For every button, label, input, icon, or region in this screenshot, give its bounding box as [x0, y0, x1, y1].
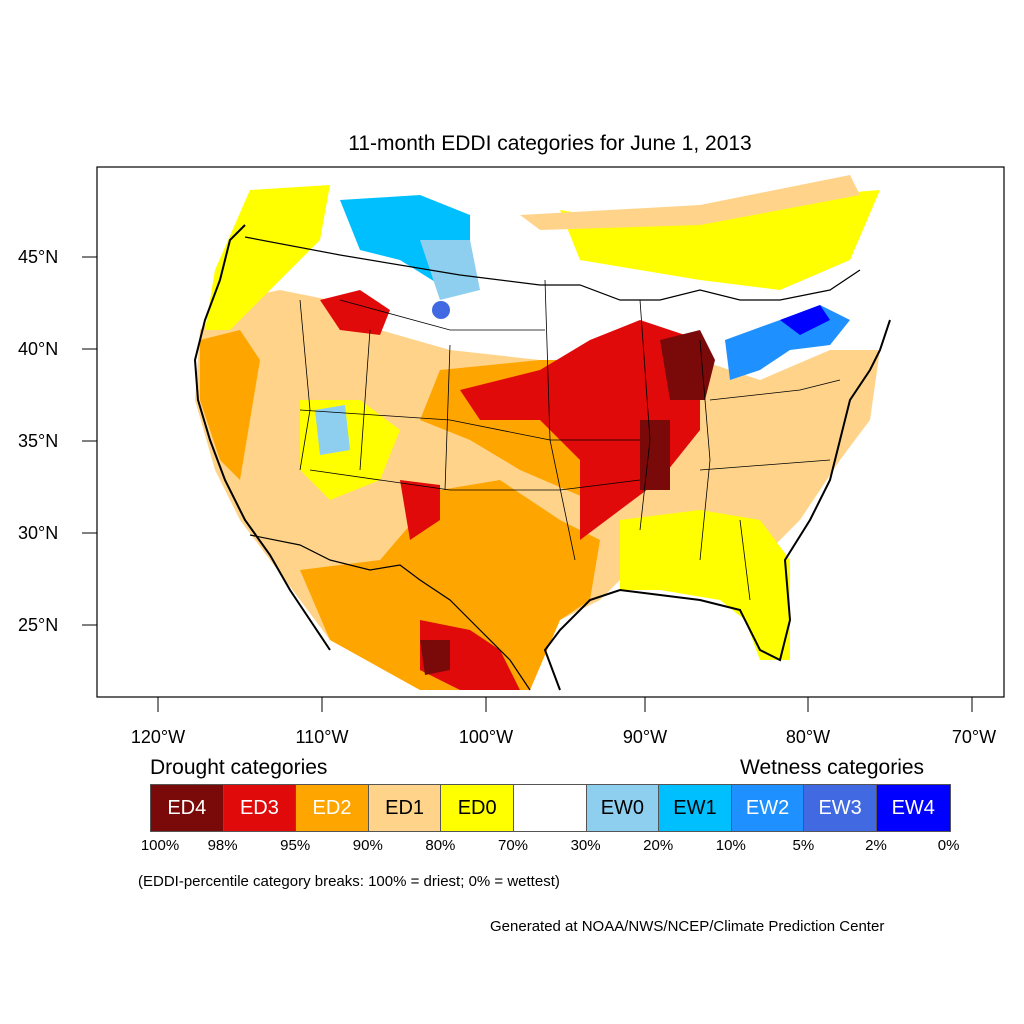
percentile-label: 10%	[715, 837, 746, 854]
legend-cell-ed3: ED3	[223, 785, 297, 831]
percentile-label: 80%	[425, 837, 456, 854]
percentile-label: 95%	[280, 837, 311, 854]
legend-cell-ed2: ED2	[296, 785, 369, 831]
legend-cell-ed4: ED4	[151, 785, 224, 831]
ed3-montana	[320, 290, 390, 335]
category-legend: ED4 ED3 ED2 ED1 ED0 EW0 EW1 EW2 EW3 EW4	[150, 784, 951, 832]
percentile-label: 0%	[937, 837, 960, 854]
map-frame	[96, 166, 1005, 698]
percentile-label: 30%	[570, 837, 601, 854]
legend-cell-ew2: EW2	[731, 785, 805, 831]
lat-label-40: 40°N	[18, 339, 59, 359]
ed1-canada	[520, 175, 860, 230]
lon-label-70: 70°W	[951, 727, 997, 747]
lon-label-90: 90°W	[622, 727, 668, 747]
legend-cell-ew3: EW3	[804, 785, 877, 831]
state-borders	[299, 279, 841, 601]
coastline	[193, 224, 891, 691]
ed0-east	[620, 510, 790, 660]
wetness-categories-header: Wetness categories	[740, 756, 925, 779]
ew0-montana	[420, 240, 480, 300]
lon-label-120: 120°W	[130, 727, 186, 747]
ed4-michigan	[660, 330, 715, 400]
ew0-utah	[315, 405, 350, 455]
percentile-label: 20%	[643, 837, 674, 854]
legend-cell-ed1: ED1	[368, 785, 442, 831]
lat-label-30: 30°N	[18, 523, 59, 543]
us-mexico-border	[249, 534, 531, 691]
map-title: 11-month EDDI categories for June 1, 201…	[348, 132, 752, 155]
axis-ticks	[82, 256, 973, 712]
percentile-label: 70%	[497, 837, 529, 854]
ed2-southwest	[300, 480, 600, 690]
legend-cell-ew1: EW1	[659, 785, 732, 831]
ed3-newmex	[400, 480, 440, 540]
legend-cell-ed0: ED0	[441, 785, 514, 831]
ed0-canada	[560, 190, 880, 290]
category-note: (EDDI-percentile category breaks: 100% =…	[138, 873, 560, 890]
ed2-west	[200, 330, 260, 480]
lon-label-80: 80°W	[785, 727, 831, 747]
lat-label-25: 25°N	[18, 615, 59, 635]
drought-categories-header: Drought categories	[150, 756, 328, 779]
ed0-north	[205, 185, 330, 330]
legend-cell-ew4: EW4	[876, 785, 950, 831]
percentile-label: 98%	[207, 837, 238, 854]
legend-cell-normal	[513, 785, 587, 831]
ed4-mexico	[420, 640, 450, 675]
ew3-greatlakes	[780, 305, 830, 335]
lat-label-45: 45°N	[18, 247, 59, 267]
lon-label-110: 110°W	[295, 727, 349, 747]
ed4-illinois	[640, 420, 670, 490]
percentile-label: 5%	[792, 837, 815, 854]
percentile-label: 2%	[865, 837, 887, 854]
ew3-blob	[432, 301, 450, 319]
legend-cell-ew0: EW0	[586, 785, 660, 831]
percentile-label: 100%	[140, 837, 180, 854]
percentile-label: 90%	[352, 837, 383, 854]
ed3-texas	[420, 620, 520, 690]
lon-label-100: 100°W	[458, 727, 514, 747]
lat-label-35: 35°N	[18, 431, 59, 451]
credit-text: Generated at NOAA/NWS/NCEP/Climate Predi…	[490, 918, 885, 935]
